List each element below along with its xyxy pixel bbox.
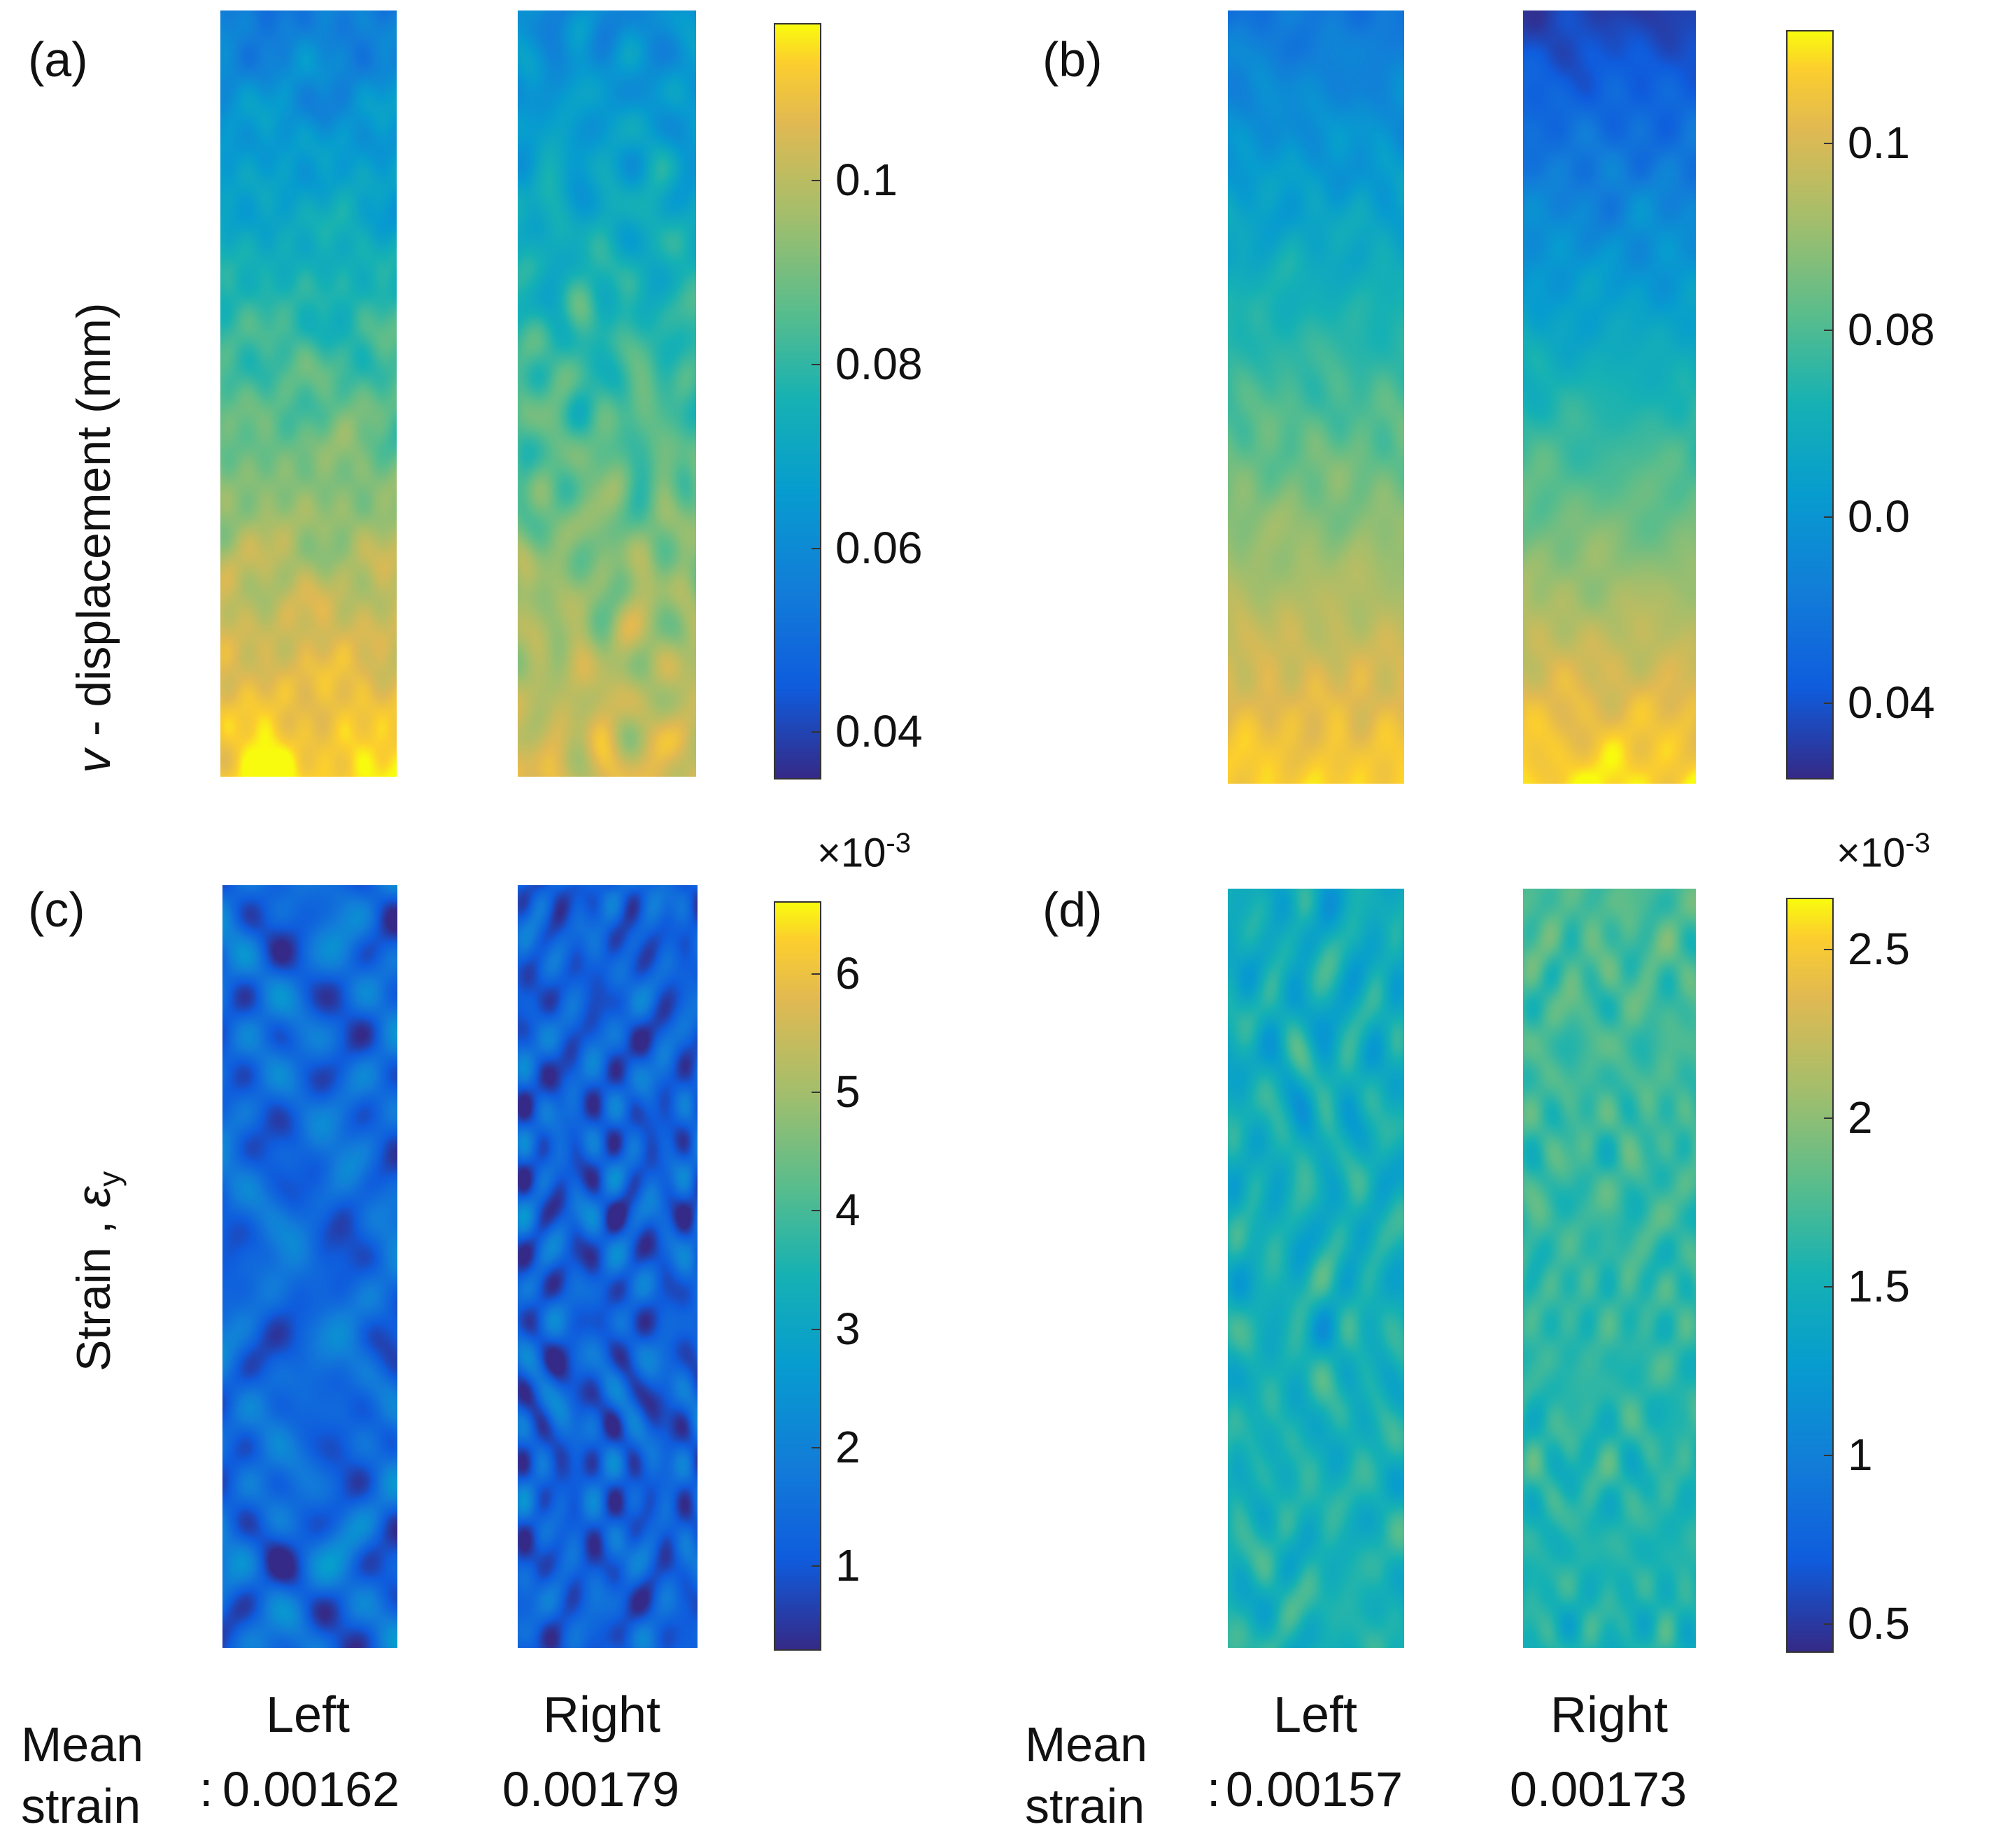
colorbar-b-tick-label: 0.1 <box>1848 118 1910 169</box>
colorbar-d-tick-mark <box>1824 1455 1832 1457</box>
colorbar-b-tick-label: 0.0 <box>1848 491 1910 542</box>
heatmap-c-right <box>518 885 698 1648</box>
column-label-left: Left <box>1273 1687 1358 1743</box>
colorbar-b-tick-label: 0.08 <box>1848 304 1935 355</box>
colorbar-c-tick-label: 4 <box>835 1185 861 1236</box>
colorbar-a-tick-label: 0.04 <box>835 706 923 757</box>
colorbar-c-tick-mark <box>812 1447 820 1449</box>
mean-strain-left: 0.00157 <box>1226 1762 1403 1817</box>
colorbar-c-exponent: ×10-3 <box>817 828 911 876</box>
column-label-right: Right <box>542 1687 661 1743</box>
colorbar-c-tick-mark <box>812 1210 820 1212</box>
ylabel-displacement: v - displacement (mm) <box>67 302 120 773</box>
mean-strain-right: 0.00179 <box>502 1762 680 1817</box>
colorbar-a-tick-mark <box>812 547 820 549</box>
heatmap-a-left <box>220 10 397 777</box>
strain-label: strain <box>1025 1779 1145 1833</box>
colorbar-d-tick-label: 1.5 <box>1848 1261 1910 1312</box>
panel-d-label: (d) <box>1042 882 1103 937</box>
colorbar-d-exponent: ×10-3 <box>1836 828 1930 876</box>
colorbar-d-tick-mark <box>1824 1623 1832 1625</box>
colorbar-d-tick-label: 0.5 <box>1848 1598 1910 1649</box>
mean-strain-left: 0.00162 <box>222 1762 400 1817</box>
colorbar-c-tick-mark <box>812 1565 820 1567</box>
colorbar-c-tick-label: 1 <box>835 1540 861 1591</box>
mean-strain-right: 0.00173 <box>1510 1762 1687 1817</box>
colorbar-a-tick-label: 0.1 <box>835 155 898 206</box>
ylabel-strain: Strain , εy <box>67 1171 127 1371</box>
colorbar-a-tick-mark <box>812 180 820 182</box>
heatmap-d-left <box>1228 889 1404 1648</box>
colorbar-d-tick-mark <box>1824 1286 1832 1288</box>
mean-label: Mean <box>21 1717 144 1772</box>
colorbar-b-tick-mark <box>1824 703 1832 705</box>
strain-label: strain <box>21 1779 141 1833</box>
colorbar-d-tick-label: 1 <box>1848 1430 1873 1481</box>
mean-label: Mean <box>1025 1717 1148 1772</box>
colorbar-c-tick-label: 2 <box>835 1422 861 1473</box>
colorbar-d-tick-mark <box>1824 949 1832 951</box>
colorbar-c-tick-mark <box>812 973 820 975</box>
panel-a-label: (a) <box>28 32 88 87</box>
mean-colon: : <box>1207 1762 1221 1817</box>
colorbar-c-tick-label: 6 <box>835 947 861 999</box>
mean-colon: : <box>199 1762 213 1817</box>
colorbar-b <box>1786 30 1834 780</box>
panel-b-label: (b) <box>1042 32 1103 87</box>
colorbar-d-tick-label: 2 <box>1848 1092 1873 1143</box>
colorbar-d-tick-label: 2.5 <box>1848 924 1910 975</box>
heatmap-b-right <box>1523 10 1696 784</box>
column-label-left: Left <box>265 1687 351 1743</box>
heatmap-d-right <box>1523 889 1696 1648</box>
colorbar-c-tick-mark <box>812 1091 820 1093</box>
colorbar-a-tick-mark <box>812 363 820 365</box>
colorbar-c <box>774 901 821 1651</box>
colorbar-c-tick-label: 3 <box>835 1303 861 1354</box>
colorbar-c-tick-label: 5 <box>835 1066 861 1117</box>
colorbar-a-tick-mark <box>812 731 820 733</box>
colorbar-b-tick-mark <box>1824 143 1832 145</box>
colorbar-b-tick-mark <box>1824 329 1832 331</box>
column-label-right: Right <box>1550 1687 1669 1743</box>
colorbar-c-tick-mark <box>812 1328 820 1330</box>
heatmap-c-left <box>222 885 397 1648</box>
colorbar-d-tick-mark <box>1824 1117 1832 1120</box>
heatmap-b-left <box>1228 10 1404 784</box>
colorbar-a-tick-label: 0.06 <box>835 522 923 573</box>
colorbar-b-tick-mark <box>1824 516 1832 518</box>
colorbar-b-tick-label: 0.04 <box>1848 677 1935 728</box>
colorbar-a <box>774 23 821 780</box>
heatmap-a-right <box>518 10 696 777</box>
colorbar-a-tick-label: 0.08 <box>835 338 923 389</box>
panel-c-label: (c) <box>28 882 85 937</box>
colorbar-d <box>1786 898 1834 1653</box>
